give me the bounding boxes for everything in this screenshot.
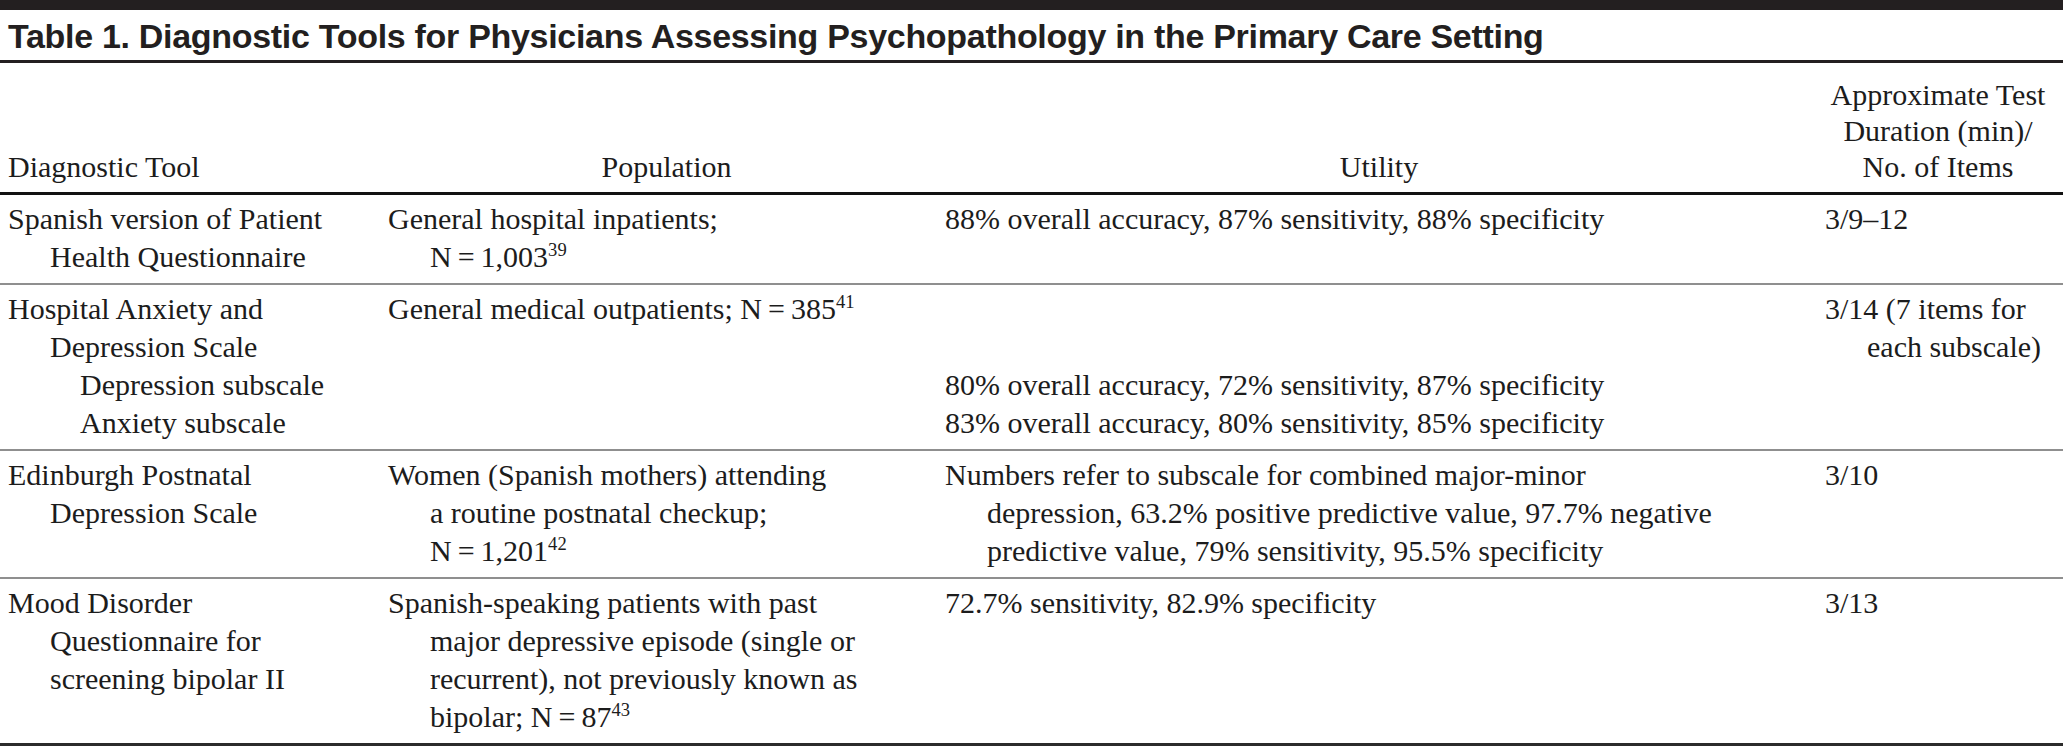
cell-utility: 80% overall accuracy, 72% sensitivity, 8…	[945, 290, 1813, 442]
cell-utility: 88% overall accuracy, 87% sensitivity, 8…	[945, 200, 1813, 276]
cell-line: Health Questionnaire	[8, 238, 388, 276]
cell-line: bipolar; N = 8743	[388, 698, 945, 736]
cell-line: Women (Spanish mothers) attending	[388, 456, 945, 494]
cell-duration: 3/10	[1813, 456, 2063, 570]
cell-line: 3/10	[1825, 456, 2063, 494]
cell-line: Spanish-speaking patients with past	[388, 584, 945, 622]
cell-line: N = 1,20142	[388, 532, 945, 570]
cell-duration: 3/14 (7 items for each subscale)	[1813, 290, 2063, 442]
cell-line: General hospital inpatients;	[388, 200, 945, 238]
cell-population: Women (Spanish mothers) attending a rout…	[388, 456, 945, 570]
cell-utility: 72.7% sensitivity, 82.9% specificity	[945, 584, 1813, 736]
cell-line: 3/13	[1825, 584, 2063, 622]
cell-utility: Numbers refer to subscale for combined m…	[945, 456, 1813, 570]
cell-population: General medical outpatients; N = 38541	[388, 290, 945, 442]
cell-line: Anxiety subscale	[8, 404, 388, 442]
cell-line	[945, 290, 1813, 328]
cell-population: Spanish-speaking patients with past majo…	[388, 584, 945, 736]
col-header-utility: Utility	[945, 149, 1813, 185]
cell-duration: 3/9–12	[1813, 200, 2063, 276]
col-header-duration-line: No. of Items	[1813, 149, 2063, 185]
cell-line: each subscale)	[1825, 328, 2063, 366]
cell-population: General hospital inpatients; N = 1,00339	[388, 200, 945, 276]
cell-diagnostic-tool: Mood Disorder Questionnaire for screenin…	[0, 584, 388, 736]
col-header-diagnostic-tool: Diagnostic Tool	[0, 149, 388, 185]
table-row: Hospital Anxiety and Depression Scale De…	[0, 283, 2063, 449]
cell-line: 83% overall accuracy, 80% sensitivity, 8…	[945, 404, 1813, 442]
table-row: Mood Disorder Questionnaire for screenin…	[0, 577, 2063, 743]
cell-line: screening bipolar II	[8, 660, 388, 698]
col-header-duration: Approximate Test Duration (min)/ No. of …	[1813, 77, 2063, 185]
cell-line: Numbers refer to subscale for combined m…	[945, 456, 1813, 494]
cell-line: Spanish version of Patient	[8, 200, 388, 238]
cell-line: Edinburgh Postnatal	[8, 456, 388, 494]
reference-superscript: 42	[548, 533, 567, 554]
cell-diagnostic-tool: Spanish version of Patient Health Questi…	[0, 200, 388, 276]
cell-line: a routine postnatal checkup;	[388, 494, 945, 532]
cell-duration: 3/13	[1813, 584, 2063, 736]
cell-line: recurrent), not previously known as	[388, 660, 945, 698]
cell-line: Depression subscale	[8, 366, 388, 404]
paper-table-figure: Table 1. Diagnostic Tools for Physicians…	[0, 0, 2063, 747]
cell-line: Depression Scale	[8, 328, 388, 366]
cell-line: predictive value, 79% sensitivity, 95.5%…	[945, 532, 1813, 570]
col-header-duration-line: Duration (min)/	[1813, 113, 2063, 149]
cell-line: Questionnaire for	[8, 622, 388, 660]
cell-line: major depressive episode (single or	[388, 622, 945, 660]
cell-line: 72.7% sensitivity, 82.9% specificity	[945, 584, 1813, 622]
cell-line	[945, 328, 1813, 366]
table-row: Edinburgh Postnatal Depression Scale Wom…	[0, 449, 2063, 577]
col-header-population: Population	[388, 149, 945, 185]
cell-line: N = 1,00339	[388, 238, 945, 276]
table-row: Spanish version of Patient Health Questi…	[0, 195, 2063, 283]
reference-superscript: 41	[836, 291, 855, 312]
cell-line: Mood Disorder	[8, 584, 388, 622]
cell-line: 88% overall accuracy, 87% sensitivity, 8…	[945, 200, 1813, 238]
table-title: Table 1. Diagnostic Tools for Physicians…	[0, 10, 2063, 60]
cell-diagnostic-tool: Edinburgh Postnatal Depression Scale	[0, 456, 388, 570]
reference-superscript: 43	[611, 699, 630, 720]
top-rule	[0, 0, 2063, 10]
cell-line: 3/14 (7 items for	[1825, 290, 2063, 328]
cell-line: Depression Scale	[8, 494, 388, 532]
cell-line: depression, 63.2% positive predictive va…	[945, 494, 1813, 532]
cell-line: 3/9–12	[1825, 200, 2063, 238]
cell-line: 80% overall accuracy, 72% sensitivity, 8…	[945, 366, 1813, 404]
cell-line: General medical outpatients; N = 38541	[388, 290, 945, 328]
reference-superscript: 39	[548, 239, 567, 260]
table-header-row: Diagnostic Tool Population Utility Appro…	[0, 63, 2063, 195]
bottom-rule	[0, 743, 2063, 746]
col-header-duration-line: Approximate Test	[1813, 77, 2063, 113]
cell-diagnostic-tool: Hospital Anxiety and Depression Scale De…	[0, 290, 388, 442]
cell-line: Hospital Anxiety and	[8, 290, 388, 328]
